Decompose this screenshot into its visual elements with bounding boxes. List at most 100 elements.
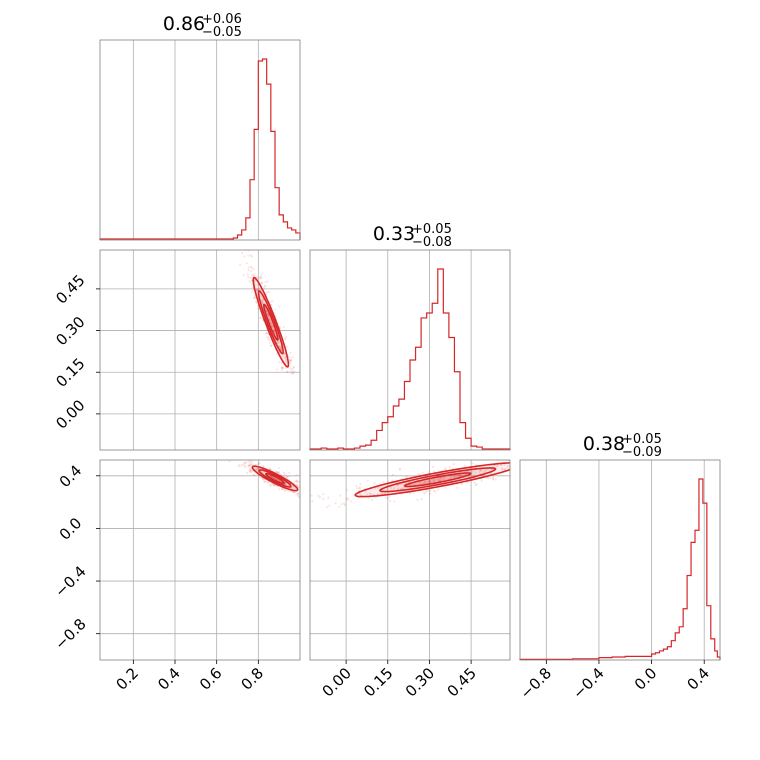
sample-point [241, 251, 244, 255]
sample-point [265, 310, 268, 313]
x-tick-label: 0.4 [683, 664, 713, 694]
sample-point [296, 480, 299, 483]
param-title-minus: −0.08 [412, 235, 452, 250]
sample-point [249, 463, 252, 466]
sample-point [480, 479, 483, 482]
sample-point [283, 338, 286, 341]
sample-point [388, 495, 391, 498]
sample-point [273, 477, 276, 480]
sample-point [267, 291, 271, 294]
sample-point [249, 460, 252, 463]
sample-point [317, 494, 320, 497]
sample-point [339, 494, 342, 497]
sample-point [432, 470, 435, 473]
sample-point [473, 481, 476, 484]
sample-point [254, 283, 257, 286]
sample-point [285, 360, 288, 363]
sample-point [327, 496, 330, 499]
sample-point [402, 483, 405, 486]
sample-point [514, 470, 516, 472]
sample-point [369, 492, 372, 495]
sample-point [468, 475, 471, 478]
sample-point [426, 489, 429, 492]
sample-point [249, 254, 252, 257]
sample-point [350, 500, 353, 503]
sample-point [278, 488, 281, 491]
sample-point [248, 458, 250, 460]
param-title-minus: −0.09 [622, 445, 662, 460]
sample-point [436, 478, 439, 481]
sample-point [374, 496, 377, 499]
sample-point [389, 486, 392, 490]
sample-point [248, 461, 251, 464]
sample-point [428, 492, 431, 495]
sample-point [428, 470, 431, 473]
sample-point [260, 276, 263, 279]
sample-point [409, 492, 412, 495]
y-tick-label: 0.30 [52, 313, 88, 349]
sample-point [379, 492, 382, 495]
sample-point [265, 480, 268, 483]
panel-frame [99, 459, 301, 661]
sample-point [373, 482, 376, 485]
panel-background [520, 460, 720, 660]
sample-point [269, 484, 272, 487]
sample-point [260, 273, 263, 276]
sample-point [302, 489, 304, 491]
x-tick-label: 0.8 [238, 664, 268, 694]
sample-point [283, 356, 287, 359]
sample-point [514, 453, 516, 455]
sample-point [371, 499, 374, 502]
sample-point [248, 464, 251, 467]
sample-point [280, 361, 283, 364]
sample-point [432, 465, 435, 469]
sample-point [292, 487, 295, 490]
sample-point [474, 471, 477, 474]
sample-point [256, 288, 259, 291]
sample-point [253, 297, 256, 300]
sample-point [273, 331, 276, 334]
sample-point [452, 463, 455, 466]
sample-point [297, 494, 300, 497]
sample-point [286, 370, 289, 373]
sample-point [479, 469, 482, 472]
sample-point [396, 488, 400, 491]
sample-point [288, 359, 291, 362]
panel-background [310, 460, 510, 660]
histogram-panel-2 [519, 459, 721, 661]
sample-point [290, 486, 293, 489]
sample-point [254, 296, 257, 299]
sample-point [249, 276, 252, 279]
sample-point [281, 488, 284, 491]
sample-point [278, 345, 281, 348]
sample-point [292, 365, 295, 368]
sample-point [512, 476, 514, 478]
sample-point [359, 493, 362, 496]
sample-point [257, 307, 260, 311]
sample-point [493, 464, 496, 467]
sample-point [318, 496, 322, 499]
sample-point [238, 463, 241, 466]
sample-point [250, 266, 253, 270]
sample-point [291, 368, 294, 371]
sample-point [288, 367, 291, 370]
sample-point [431, 478, 434, 481]
sample-point [237, 465, 240, 468]
sample-point [460, 482, 463, 486]
sample-point [292, 372, 295, 375]
sample-point [277, 340, 280, 344]
sample-point [396, 484, 399, 487]
y-tick-label: 0.0 [56, 514, 86, 544]
sample-point [243, 456, 245, 458]
sample-point [249, 469, 252, 472]
sample-point [266, 290, 269, 293]
sample-point [264, 284, 267, 287]
param-title-minus: −0.05 [202, 25, 242, 40]
sample-point [275, 471, 278, 474]
sample-point [386, 497, 389, 500]
sample-point [247, 254, 250, 257]
panel-background [100, 40, 300, 240]
sample-point [250, 462, 253, 465]
sample-point [277, 360, 281, 364]
sample-point [260, 282, 263, 285]
